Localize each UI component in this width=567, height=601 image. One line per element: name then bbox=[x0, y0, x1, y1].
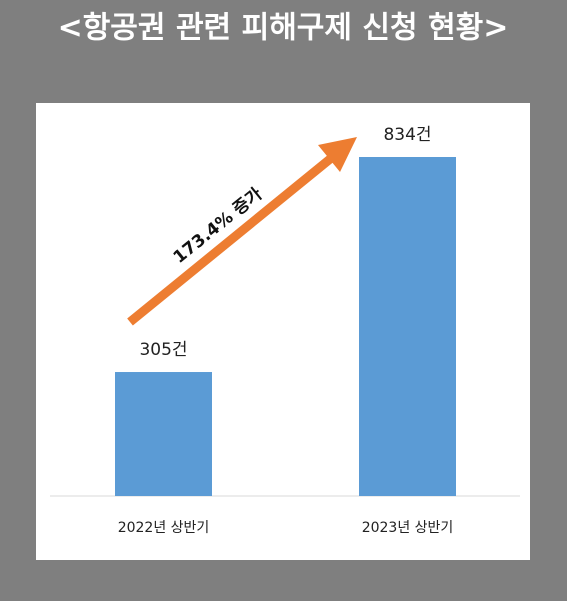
bar bbox=[359, 157, 456, 496]
x-tick-label: 2022년 상반기 bbox=[118, 520, 210, 536]
value-label: 834건 bbox=[383, 125, 431, 145]
bar bbox=[115, 372, 212, 496]
x-tick-label: 2023년 상반기 bbox=[362, 520, 454, 536]
value-label: 305건 bbox=[139, 340, 187, 360]
arrow-shaft bbox=[127, 151, 338, 326]
chart-title: <항공권 관련 피해구제 신청 현황> bbox=[58, 11, 509, 46]
arrow-head bbox=[318, 137, 357, 172]
